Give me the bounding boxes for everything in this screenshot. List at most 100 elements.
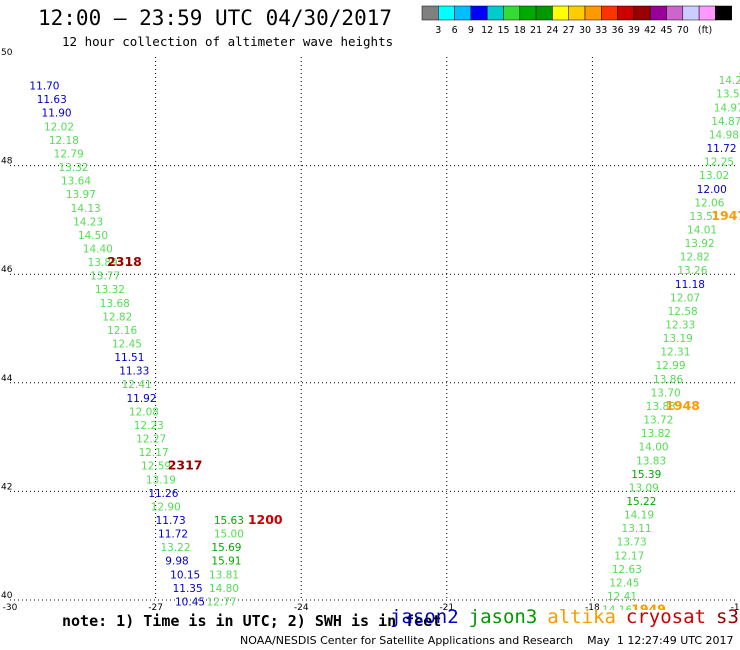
scale-label: 45 [660, 25, 672, 36]
swh-value-label: 13.26 [677, 265, 707, 277]
swh-value-label: 12.82 [102, 311, 132, 323]
x-tick-label: -18 [585, 603, 600, 610]
swh-value-label: 14.01 [687, 224, 717, 236]
swh-value-label: 13.68 [100, 298, 130, 310]
scale-swatch [715, 5, 732, 21]
swh-value-label: 13.52 [716, 89, 740, 101]
pass-time-label: 1949 [631, 602, 666, 610]
swh-value-label: 13.32 [95, 284, 125, 296]
scale-label: 24 [546, 25, 558, 36]
swh-value-label: 14.80 [209, 583, 239, 595]
y-tick-label: 44 [1, 374, 13, 384]
swh-value-label: 12.31 [660, 347, 690, 359]
swh-value-label: 13.19 [146, 474, 176, 486]
swh-value-label: 13.51 [689, 211, 719, 223]
y-tick-label: 46 [1, 265, 13, 275]
scale-label: 3 [435, 25, 441, 36]
swh-value-label: 12.27 [136, 434, 166, 446]
swh-value-label: 11.63 [37, 94, 67, 106]
swh-value-label: 13.83 [646, 401, 676, 413]
legend-item-s3a: s3a [716, 606, 740, 628]
swh-value-label: 13.82 [641, 428, 671, 440]
scale-label: (ft) [698, 25, 712, 36]
chart-subtitle: 12 hour collection of altimeter wave hei… [62, 34, 394, 49]
swh-value-label: 13.64 [61, 176, 91, 188]
swh-value-label: 13.73 [617, 537, 647, 549]
swh-value-label: 13.86 [653, 374, 683, 386]
swh-value-label: 14.19 [624, 510, 654, 522]
scale-label: 70 [677, 25, 689, 36]
swh-value-label: 12.08 [129, 406, 159, 418]
y-tick-label: 42 [1, 482, 12, 492]
note-text: note: 1) Time is in UTC; 2) SWH is in fe… [62, 612, 442, 630]
x-tick-label: -15 [731, 603, 740, 610]
footer-credit: NOAA/NESDIS Center for Satellite Applica… [240, 634, 734, 647]
swh-value-label: 12.59 [141, 461, 171, 473]
swh-value-label: 15.91 [211, 556, 241, 568]
scale-label: 36 [612, 25, 624, 36]
swh-value-label: 13.02 [699, 170, 729, 182]
scale-label: 6 [452, 25, 458, 36]
swh-value-label: 11.70 [29, 81, 59, 93]
swh-value-label: 12.02 [44, 121, 74, 133]
legend-item-jason2: jason2 [390, 606, 459, 628]
swh-value-label: 12.41 [607, 591, 637, 603]
swh-value-label: 14.50 [78, 230, 108, 242]
swh-value-label: 14.16 [602, 605, 632, 610]
swh-value-label: 13.11 [622, 523, 652, 535]
swh-value-label: 12.18 [49, 135, 79, 147]
swh-value-label: 13.83 [636, 455, 666, 467]
swh-value-label: 13.81 [209, 569, 239, 581]
scale-label: 15 [497, 25, 509, 36]
swh-value-label: 15.39 [631, 469, 661, 481]
swh-value-label: 14.40 [83, 243, 113, 255]
legend-item-jason3: jason3 [468, 606, 538, 628]
legend-item-altika: altika [547, 606, 616, 628]
pass-time-label: 1948 [665, 398, 700, 413]
legend-item-cryosat: cryosat [625, 606, 706, 628]
swh-value-label: 14.87 [711, 116, 740, 128]
scale-label: 30 [579, 25, 591, 36]
swh-value-label: 11.72 [158, 529, 188, 541]
swh-value-label: 12.45 [112, 339, 142, 351]
pass-time-label: 1200 [248, 512, 283, 527]
swh-value-label: 15.00 [214, 529, 244, 541]
swh-value-label: 13.77 [90, 271, 120, 283]
y-tick-label: 48 [1, 157, 13, 167]
pass-time-label: 2318 [107, 254, 142, 269]
x-tick-label: -24 [294, 603, 309, 610]
scale-label: 18 [514, 25, 526, 36]
swh-value-label: 13.72 [643, 415, 673, 427]
color-scale: 3 6 9 12 15 18 21 24 27 30 33 36 39 42 45 70 (ft) [421, 5, 732, 36]
scale-label: 9 [468, 25, 474, 36]
swh-value-label: 11.35 [173, 583, 203, 595]
swh-value-label: 14.23 [73, 216, 103, 228]
scale-label: 21 [530, 25, 542, 36]
pass-time-label: 194 [738, 69, 740, 84]
swh-value-label: 12.58 [668, 306, 698, 318]
x-tick-label: -27 [148, 603, 163, 610]
scale-label: 12 [481, 25, 493, 36]
swh-value-label: 13.97 [66, 189, 96, 201]
altimeter-plot: -30 -27 -24 -21 -18 -15 40 42 44 46 48 50 11.7011.63… [1, 48, 740, 610]
swh-value-label: 12.82 [680, 252, 710, 264]
swh-value-label: 12.17 [139, 447, 169, 459]
swh-value-label: 14.13 [71, 203, 101, 215]
swh-value-label: 12.25 [704, 157, 734, 169]
swh-value-label: 12.41 [122, 379, 152, 391]
swh-value-label: 15.69 [211, 542, 241, 554]
swh-value-label: 11.33 [119, 366, 149, 378]
swh-value-label: 12.06 [694, 197, 724, 209]
swh-value-label: 14.97 [714, 102, 740, 114]
swh-value-label: 14.98 [709, 129, 739, 141]
swh-value-label: 14.27 [719, 75, 740, 87]
scale-label: 27 [563, 25, 575, 36]
swh-value-label: 11.26 [148, 488, 178, 500]
swh-value-label: 11.18 [675, 279, 705, 291]
swh-value-label: 12.33 [665, 320, 695, 332]
swh-value-label: 12.17 [614, 550, 644, 562]
x-tick-label: -30 [3, 603, 18, 610]
swh-value-label: 13.19 [663, 333, 693, 345]
swh-value-label: 12.07 [670, 292, 700, 304]
swh-value-label: 13.22 [160, 542, 190, 554]
